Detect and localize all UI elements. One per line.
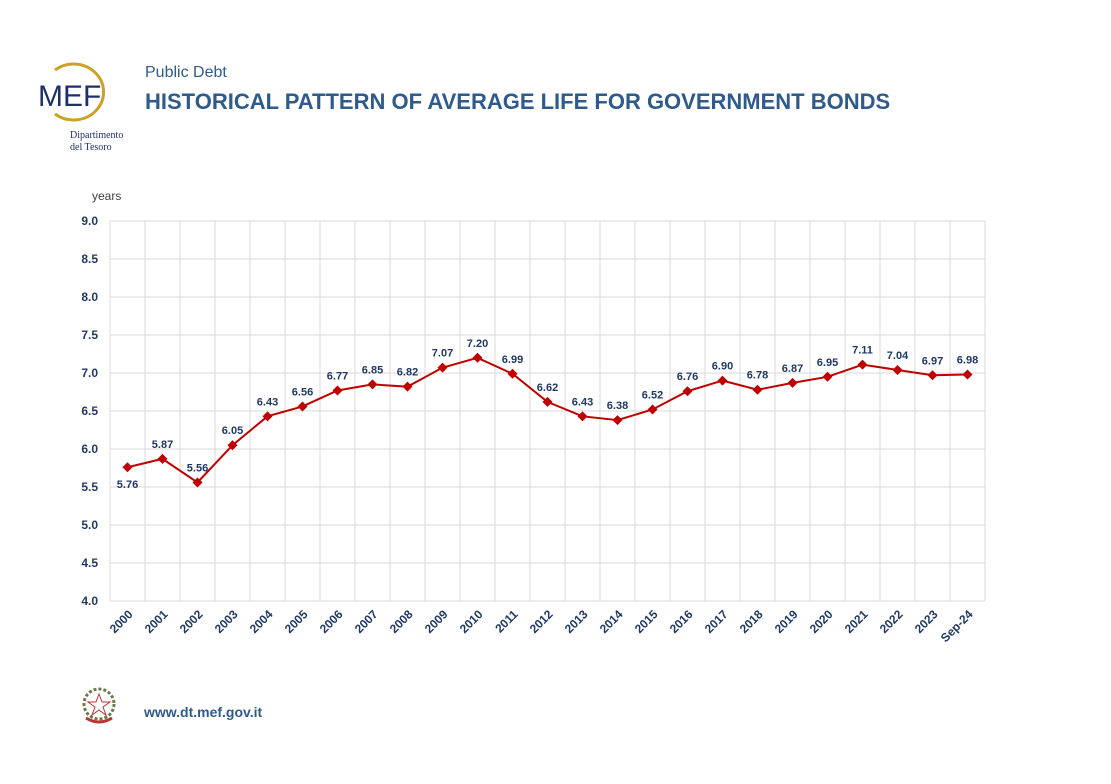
line-chart: years 4.0 4.5 5.0 5.5 6.0 6.5 7.0 7.5 8.0 8.5 9.0 2… [81,189,986,645]
website-link[interactable]: www.dt.mef.gov.it [144,704,263,720]
page-title: HISTORICAL PATTERN OF AVERAGE LIFE FOR G… [145,89,891,114]
data-label: 6.77 [327,370,348,382]
x-tick-label: 2013 [562,607,591,636]
data-label: 7.11 [852,345,873,357]
y-tick-label: 8.0 [81,290,98,304]
data-point [332,385,343,396]
data-point [577,411,588,422]
data-label: 6.85 [362,364,383,376]
data-point [962,369,973,380]
y-tick-label: 7.0 [81,366,98,380]
subtitle: Public Debt [145,64,227,81]
data-label: 6.38 [607,400,628,412]
x-tick-label: Sep-24 [938,607,976,645]
x-tick-label: 2015 [632,607,661,636]
x-tick-label: 2018 [737,607,766,636]
y-tick-label: 6.0 [81,442,98,456]
y-tick-label: 7.5 [81,328,98,342]
mef-logo: MEF [38,62,106,122]
x-tick-label: 2003 [212,607,241,636]
data-label: 6.76 [677,371,698,383]
data-label: 6.90 [712,361,733,373]
x-tick-label: 2002 [177,607,206,636]
x-tick-label: 2004 [247,607,276,636]
series-line [127,356,968,484]
data-point [192,477,203,488]
x-tick-label: 2020 [807,607,836,636]
data-point [122,462,133,473]
data-label: 6.43 [572,396,593,408]
y-tick-label: 8.5 [81,252,98,266]
dept-line2: del Tesoro [70,142,112,153]
y-tick-label: 5.5 [81,480,98,494]
dept-line1: Dipartimento [70,130,124,141]
data-label: 6.78 [747,370,768,382]
department-name: Dipartimento del Tesoro [70,130,123,154]
data-point [822,371,833,382]
data-label: 6.56 [292,386,313,398]
y-tick-label: 4.0 [81,594,98,608]
data-point [507,368,518,379]
y-axis-label: years [92,189,121,203]
data-label: 6.62 [537,382,558,394]
svg-text:MEF: MEF [38,80,101,113]
x-tick-label: 2016 [667,607,696,636]
data-label: 7.07 [432,348,453,360]
x-tick-label: 2012 [527,607,556,636]
data-point [157,453,168,464]
x-tick-label: 2001 [142,607,171,636]
y-tick-label: 4.5 [81,556,98,570]
data-label: 6.43 [257,396,278,408]
data-point [717,375,728,386]
data-label: 7.04 [887,350,909,362]
data-label: 6.98 [957,355,978,367]
data-point [892,364,903,375]
data-label: 5.76 [117,479,138,491]
data-label: 6.05 [222,425,243,437]
x-tick-label: 2005 [282,607,311,636]
x-tick-label: 2021 [842,607,871,636]
data-point [227,440,238,451]
x-tick-label: 2009 [422,607,451,636]
emblem-icon [82,687,116,724]
x-tick-label: 2007 [352,607,381,636]
x-tick-label: 2017 [702,607,731,636]
data-point [262,411,273,422]
data-point [367,379,378,390]
data-point [682,386,693,397]
y-tick-label: 5.0 [81,518,98,532]
x-tick-label: 2010 [457,607,486,636]
data-point [437,362,448,373]
y-tick-label: 9.0 [81,214,98,228]
data-label: 6.95 [817,357,838,369]
y-tick-label: 6.5 [81,404,98,418]
data-point [857,359,868,370]
x-tick-label: 2022 [877,607,906,636]
data-label: 6.87 [782,363,803,375]
data-point [472,352,483,363]
x-tick-label: 2000 [107,607,136,636]
data-point [647,404,658,415]
x-tick-label: 2014 [597,607,626,636]
data-point [927,370,938,381]
data-point [752,384,763,395]
data-label: 6.52 [642,389,663,401]
data-point [612,415,623,426]
x-tick-label: 2023 [912,607,941,636]
x-tick-label: 2006 [317,607,346,636]
data-label: 5.87 [152,439,173,451]
data-label: 6.82 [397,367,418,379]
data-label: 6.99 [502,354,523,366]
x-tick-label: 2011 [492,607,521,636]
data-point [542,396,553,407]
data-point [787,377,798,388]
x-tick-label: 2019 [772,607,801,636]
data-point [402,381,413,392]
x-tick-label: 2008 [387,607,416,636]
data-label: 6.97 [922,355,943,367]
data-label: 7.20 [467,338,488,350]
data-label: 5.56 [187,462,208,474]
data-point [297,401,308,412]
